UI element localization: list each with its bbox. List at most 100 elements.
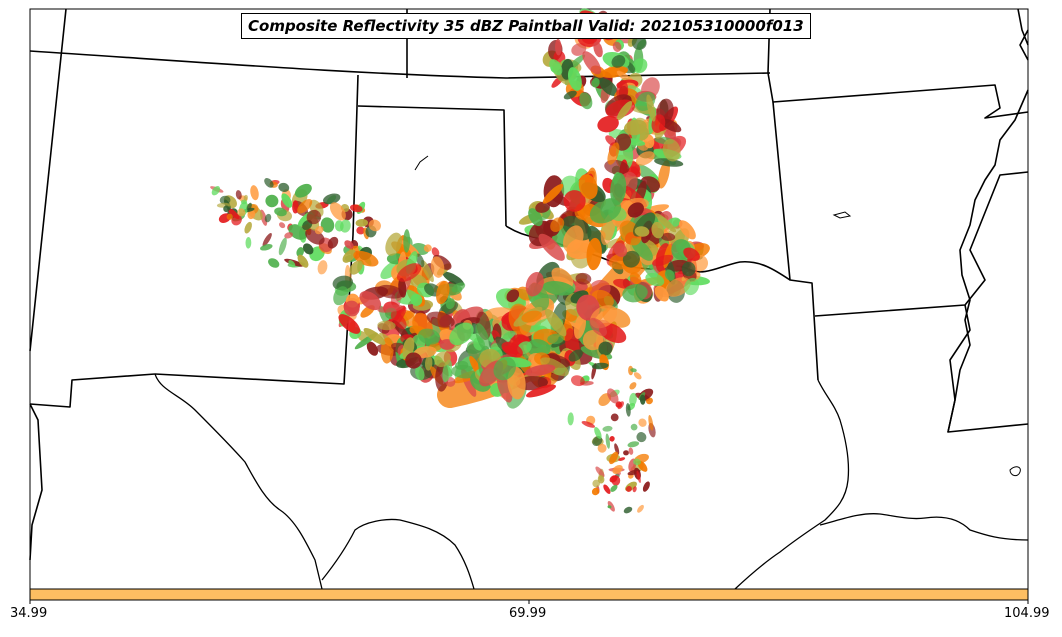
paintball-blob [563, 90, 577, 100]
paintball-blob [605, 433, 610, 449]
paintball-blob [306, 209, 322, 225]
paintball-blob [366, 341, 379, 356]
paintball-blob [245, 237, 252, 249]
paintball-blob [294, 183, 312, 198]
paintball-blob [632, 58, 648, 74]
paintball-blob [678, 220, 696, 240]
paintball-blob [350, 204, 363, 213]
paintball-blob [264, 213, 272, 223]
paintball-blob [654, 285, 669, 302]
paintball-blob [426, 311, 455, 328]
paintball-blob [417, 328, 441, 345]
paintball-blob [405, 352, 422, 369]
paintball-blob [274, 207, 287, 217]
paintball-blob [634, 226, 650, 237]
paintball-blob [618, 457, 626, 461]
paintball-blob [662, 138, 681, 162]
paintball-blob [633, 458, 641, 466]
oklahoma-east [772, 101, 819, 381]
paintball-blob [597, 115, 619, 133]
paintball-blob [610, 413, 619, 422]
paintball-blob [597, 475, 605, 484]
paintball-blob [593, 41, 603, 58]
paintball-blob [550, 217, 565, 233]
paintball-blob [609, 451, 619, 465]
paintball-blob [542, 183, 564, 204]
new-mexico-texas [29, 373, 156, 408]
paintball-blob [635, 151, 655, 166]
paintball-blob [578, 174, 598, 200]
paintball-blob [609, 436, 615, 442]
paintball-blob [284, 232, 293, 239]
paintball-blob [589, 317, 608, 337]
paintball-blob [356, 226, 365, 235]
paintball-blob [415, 253, 425, 268]
paintball-blob [243, 194, 248, 201]
paintball-blob [451, 282, 466, 293]
paintball-blob [449, 322, 474, 346]
paintball-blob [327, 236, 339, 249]
paintball-blob [623, 506, 633, 514]
paintball-blob [431, 247, 440, 257]
paintball-blob [610, 172, 627, 206]
paintball-blob [296, 247, 304, 257]
paintball-blob [333, 286, 349, 306]
colorbar-tick-label-max: 104.99 [1004, 606, 1050, 621]
paintball-blob [377, 320, 396, 331]
paintball-blob [525, 271, 544, 297]
texas-outline [154, 373, 1029, 590]
paintball-blob [344, 240, 354, 249]
paintball-blob [607, 505, 612, 509]
paintball-blob [415, 366, 425, 381]
paintball-blob [598, 341, 613, 356]
paintball-blob [396, 263, 422, 282]
paintball-blob [591, 77, 600, 88]
colorado-kansas-border [29, 8, 67, 352]
colorbar-tick-label-min: 34.99 [10, 606, 48, 621]
paintball-blob [611, 55, 626, 68]
paintball-blob [586, 237, 602, 271]
paintball-blob [573, 313, 587, 339]
paintball-blob [571, 43, 587, 56]
paintball-blob [262, 232, 272, 247]
paintball-blob [563, 225, 584, 253]
paintball-blob [329, 202, 346, 221]
paintball-blob [320, 217, 335, 233]
paintball-blob [611, 475, 621, 486]
paintball-blob [613, 242, 628, 257]
paintball-blob [260, 244, 273, 251]
paintball-blob [612, 41, 622, 52]
paintball-blob [390, 311, 407, 330]
paintball-blob [544, 308, 567, 337]
paintball-blob [632, 486, 637, 493]
paintball-blob [338, 314, 361, 334]
paintball-blob [434, 351, 451, 368]
paintball-blob [430, 256, 445, 278]
paintball-blob [623, 450, 629, 456]
paintball-blob [343, 300, 360, 317]
paintball-blob [226, 213, 233, 220]
paintball-blob [235, 190, 242, 200]
paintball-blob [547, 333, 564, 345]
paintball-blob [264, 178, 274, 188]
paintball-blob [579, 92, 593, 110]
paintball-blob [332, 275, 354, 291]
paintball-blob [622, 250, 640, 268]
paintball-blob [607, 388, 619, 404]
paintball-blob [655, 213, 677, 233]
paintball-blob [334, 220, 344, 232]
paintball-blob [237, 208, 246, 217]
paintball-blob [630, 423, 638, 431]
paintball-blob [628, 447, 634, 455]
paintball-blob [297, 254, 309, 268]
paintball-blob [567, 412, 574, 426]
paintball-blob [292, 200, 299, 214]
paintball-blob [421, 259, 434, 283]
reflectivity-paintball [210, 8, 710, 514]
paintball-blob [568, 349, 583, 362]
paintball-blob [528, 208, 543, 227]
louisiana-north [947, 304, 1029, 433]
paintball-blob [607, 500, 615, 512]
paintball-blob [625, 403, 631, 417]
